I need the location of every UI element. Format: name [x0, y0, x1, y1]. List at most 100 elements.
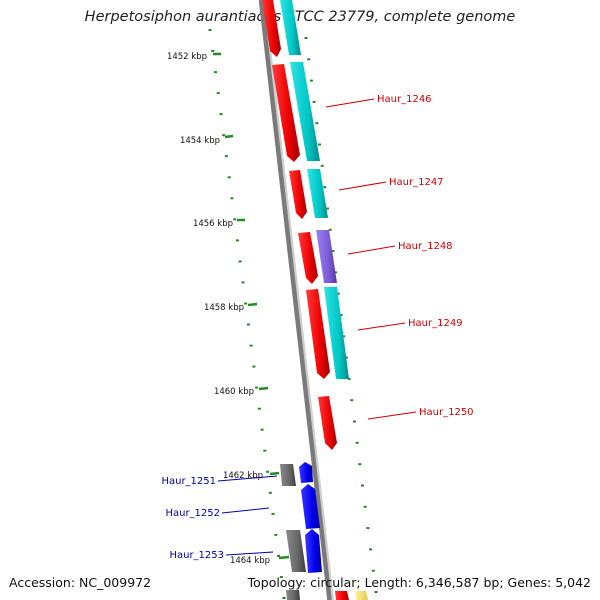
scale-dot: [318, 143, 321, 146]
tick-mark: [247, 302, 258, 307]
reverse-strand-genes: [299, 462, 322, 573]
gene-feature[interactable]: [289, 170, 307, 219]
label-leader: [217, 475, 278, 482]
scale-dot: [312, 100, 316, 103]
tick-label: 1456 kbp: [193, 219, 233, 229]
scale-dot: [241, 281, 245, 284]
scale-dot: [227, 176, 231, 179]
scale-dot: [238, 260, 242, 263]
scale-dot: [309, 79, 313, 82]
cog-feature[interactable]: [307, 169, 328, 218]
scale-dot: [235, 239, 239, 242]
scale-dot: [328, 228, 332, 231]
scale-dot: [347, 377, 351, 380]
gene-label[interactable]: Haur_1251: [161, 476, 216, 487]
scale-dot: [315, 122, 319, 125]
scale-dot: [274, 533, 278, 536]
tick-mark: [269, 471, 280, 476]
gene-feature[interactable]: [298, 232, 318, 284]
tick-label: 1454 kbp: [180, 136, 220, 146]
scale-dot: [369, 548, 373, 551]
gene-label[interactable]: Haur_1248: [398, 241, 453, 252]
gene-label[interactable]: Haur_1252: [165, 508, 220, 519]
scale-dot: [266, 470, 270, 473]
gene-feature[interactable]: [335, 591, 349, 600]
scale-dot: [326, 207, 329, 210]
cog-feature[interactable]: [286, 590, 300, 600]
scale-dot: [363, 505, 367, 508]
cog-feature[interactable]: [286, 530, 306, 572]
cog-gray-features: [280, 464, 306, 600]
tick-label: 1462 kbp: [223, 471, 263, 481]
scale-dot: [277, 554, 280, 557]
scale-track: [208, 29, 378, 599]
gene-feature[interactable]: [272, 64, 300, 162]
scale-dot: [252, 365, 256, 368]
scale-dot: [219, 113, 223, 116]
scale-dot: [358, 463, 362, 466]
scale-dot: [323, 186, 327, 189]
scale-dot: [246, 323, 250, 326]
page-title: Herpetosiphon aurantiacus ATCC 23779, co…: [84, 9, 516, 25]
scale-dot: [371, 569, 375, 572]
gene-feature[interactable]: [306, 289, 330, 379]
cog-feature[interactable]: [280, 464, 296, 486]
label-leader: [357, 322, 406, 331]
scale-dot: [260, 428, 264, 431]
tick-mark: [258, 386, 269, 391]
label-leader: [367, 411, 417, 420]
tick-label: 1452 kbp: [167, 52, 207, 62]
scale-dot: [211, 50, 215, 52]
gene-label[interactable]: Haur_1253: [169, 550, 224, 561]
scale-dot: [224, 155, 228, 158]
scale-dot: [374, 591, 378, 593]
scale-dot: [344, 356, 348, 359]
gene-label[interactable]: Haur_1247: [389, 177, 444, 188]
gene-feature[interactable]: [262, 0, 281, 57]
tick-label: 1460 kbp: [214, 387, 254, 397]
accession-text: Accession: NC_009972: [9, 575, 152, 590]
scale-dot: [282, 597, 286, 599]
cog-feature[interactable]: [324, 287, 349, 379]
tick-mark: [278, 555, 290, 560]
backbone: [258, 0, 332, 600]
label-leader: [347, 245, 396, 255]
cog-feature[interactable]: [355, 591, 368, 600]
gene-feature[interactable]: [299, 462, 313, 483]
scale-dot: [366, 527, 370, 530]
gene-label[interactable]: Haur_1249: [408, 318, 463, 329]
gene-feature[interactable]: [305, 529, 322, 573]
scale-dot: [268, 491, 272, 494]
scale-dot: [263, 449, 267, 452]
scale-dot: [244, 302, 248, 305]
label-leader: [325, 98, 375, 108]
scale-dot: [339, 314, 343, 316]
scale-dot: [342, 335, 346, 338]
scale-dot: [255, 386, 259, 389]
scale-dot: [216, 92, 220, 95]
gene-feature[interactable]: [318, 396, 337, 450]
scale-dot: [257, 407, 261, 410]
tick-label: 1464 kbp: [230, 556, 270, 566]
cog-feature[interactable]: [280, 0, 301, 55]
gene-label[interactable]: Haur_1250: [419, 407, 474, 418]
cog-feature[interactable]: [290, 62, 320, 161]
scale-dot: [230, 197, 234, 200]
topology-text: Topology: circular; Length: 6,346,587 bp…: [247, 575, 591, 590]
gene-label[interactable]: Haur_1246: [377, 94, 432, 105]
label-leader: [225, 551, 274, 556]
tick-label: 1458 kbp: [204, 303, 244, 313]
tick-marks: [213, 52, 290, 560]
cog-track: [280, 0, 368, 600]
cog-feature[interactable]: [316, 230, 337, 283]
scale-dot: [331, 250, 335, 253]
scale-dot: [336, 292, 340, 295]
scale-dot: [320, 164, 324, 167]
scale-dot: [334, 271, 338, 274]
scale-dot: [353, 420, 356, 423]
gene-feature[interactable]: [301, 484, 320, 529]
scale-dot: [233, 218, 237, 221]
scale-dot: [350, 399, 354, 402]
scale-dot: [304, 37, 308, 39]
